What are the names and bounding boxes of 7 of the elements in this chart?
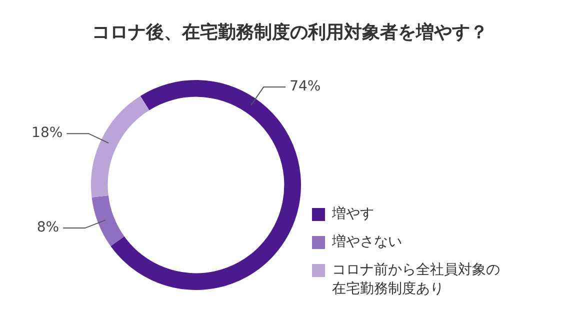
chart-title: コロナ後、在宅勤務制度の利用対象者を増やす？ [91,21,489,44]
legend-label: コロナ前から全社員対象の在宅勤務制度あり [332,261,501,299]
legend-label: 増やさない [332,233,403,252]
data-label: 18% [32,125,63,142]
data-label: 74% [290,78,321,95]
data-label: 8% [36,220,60,236]
legend-label: 増やす [332,205,375,224]
